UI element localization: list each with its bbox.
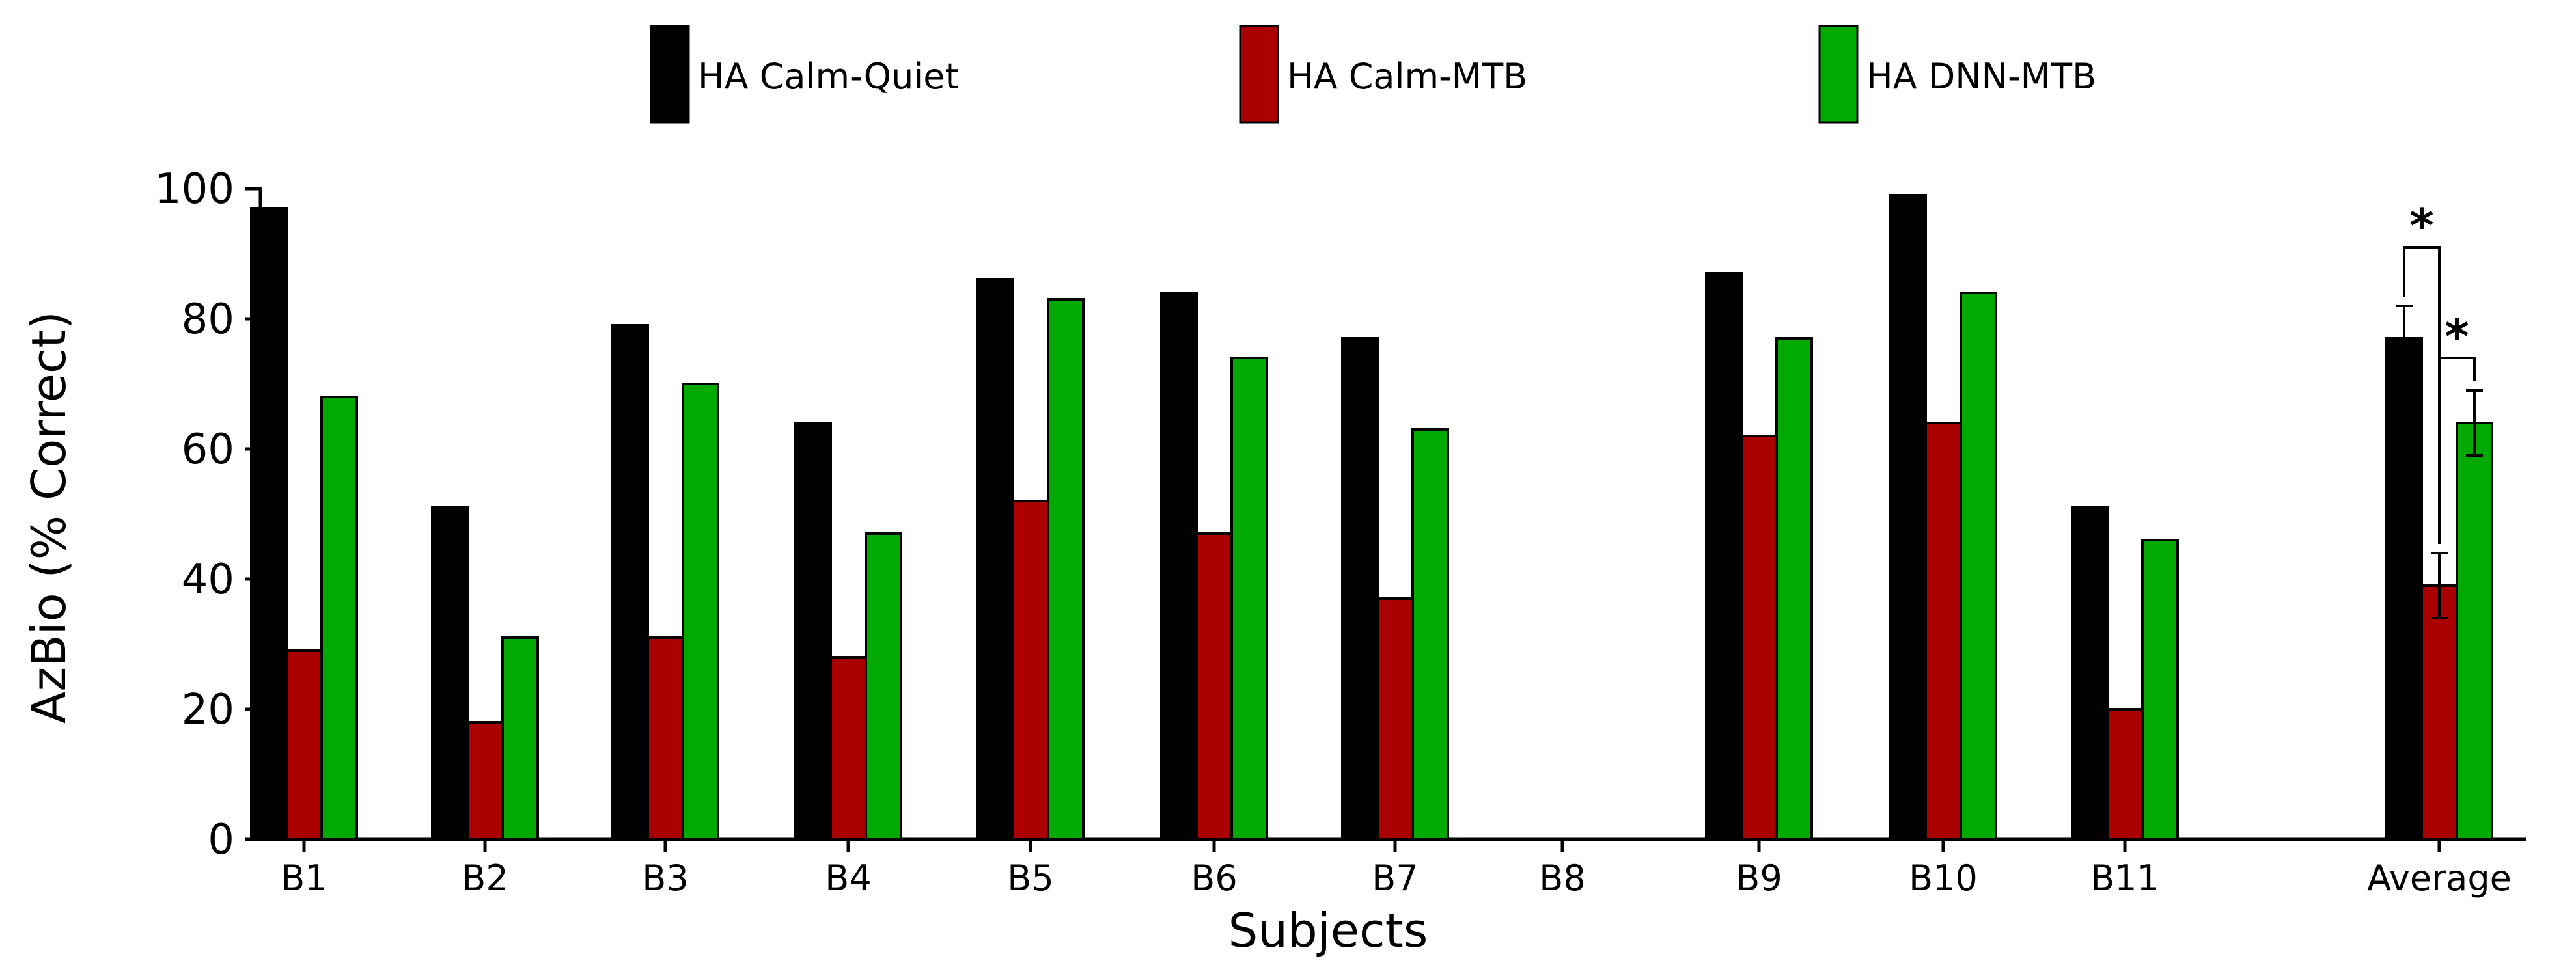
bar	[250, 207, 288, 841]
bar	[2141, 539, 2179, 841]
x-tick-label: B11	[2090, 858, 2159, 899]
bar	[1195, 532, 1233, 841]
x-tick-label: B3	[642, 858, 688, 899]
x-tick-label: B10	[1909, 858, 1978, 899]
legend: HA Calm-Quiet HA Calm-MTB HA DNN-MTB	[650, 25, 2096, 124]
bar	[1411, 428, 1449, 841]
legend-label: HA Calm-MTB	[1287, 56, 1527, 97]
x-tick-label: B6	[1191, 858, 1237, 899]
bar	[976, 278, 1014, 841]
bar	[285, 649, 323, 841]
bar	[2071, 506, 2109, 841]
bar	[646, 636, 684, 841]
x-tick-label: B4	[825, 858, 871, 899]
y-tick-label: 20	[182, 686, 234, 734]
bar	[1889, 194, 1927, 841]
legend-label: HA Calm-Quiet	[698, 56, 959, 97]
y-axis-title: AzBio (% Correct)	[21, 311, 76, 724]
x-tick-label: B9	[1736, 858, 1782, 899]
bar	[1960, 292, 1997, 841]
x-tick-label: B7	[1372, 858, 1418, 899]
y-tick-label: 60	[182, 426, 234, 474]
y-tick-label: 0	[208, 816, 234, 864]
bar	[466, 721, 504, 841]
bar	[1924, 422, 1962, 841]
bar	[2420, 584, 2458, 841]
legend-swatch	[1239, 25, 1279, 124]
significance-star: *	[2444, 309, 2469, 364]
y-tick-label: 100	[155, 165, 234, 213]
x-tick-label: B5	[1007, 858, 1053, 899]
legend-label: HA DNN-MTB	[1866, 56, 2096, 97]
significance-bracket	[2438, 357, 2476, 544]
bar	[829, 656, 867, 841]
x-tick-label: Average	[2367, 858, 2512, 899]
bar	[431, 506, 469, 841]
x-axis-title: Subjects	[1228, 903, 1428, 958]
bar	[1012, 500, 1049, 841]
y-tick-label: 80	[182, 295, 234, 344]
bar	[501, 636, 539, 841]
bar	[1775, 337, 1813, 841]
bar	[1376, 597, 1414, 841]
bar	[1740, 435, 1778, 841]
bar	[1230, 357, 1268, 841]
x-tick-label: B1	[281, 858, 327, 899]
bar	[682, 383, 719, 841]
bar	[2385, 337, 2423, 841]
legend-swatch	[1818, 25, 1859, 124]
bar	[794, 422, 832, 841]
bar	[1160, 292, 1198, 841]
plot-area: 0 20 40 60 80 100 B1 B2 B3 B4 B5 B6 B7 B8 B9 B10 B11 Aver…	[155, 165, 2526, 899]
bar	[1047, 298, 1085, 841]
significance-star: *	[2409, 198, 2434, 253]
bar	[611, 324, 649, 841]
y-tick-label: 40	[182, 556, 234, 604]
x-tick-label: B8	[1539, 858, 1585, 899]
bar	[1705, 272, 1743, 841]
bar	[2106, 708, 2144, 841]
bar	[2456, 422, 2493, 841]
x-tick-label: B2	[462, 858, 508, 899]
bar	[1341, 337, 1379, 841]
bar	[865, 532, 902, 841]
legend-swatch	[650, 25, 690, 124]
bar	[320, 396, 358, 841]
